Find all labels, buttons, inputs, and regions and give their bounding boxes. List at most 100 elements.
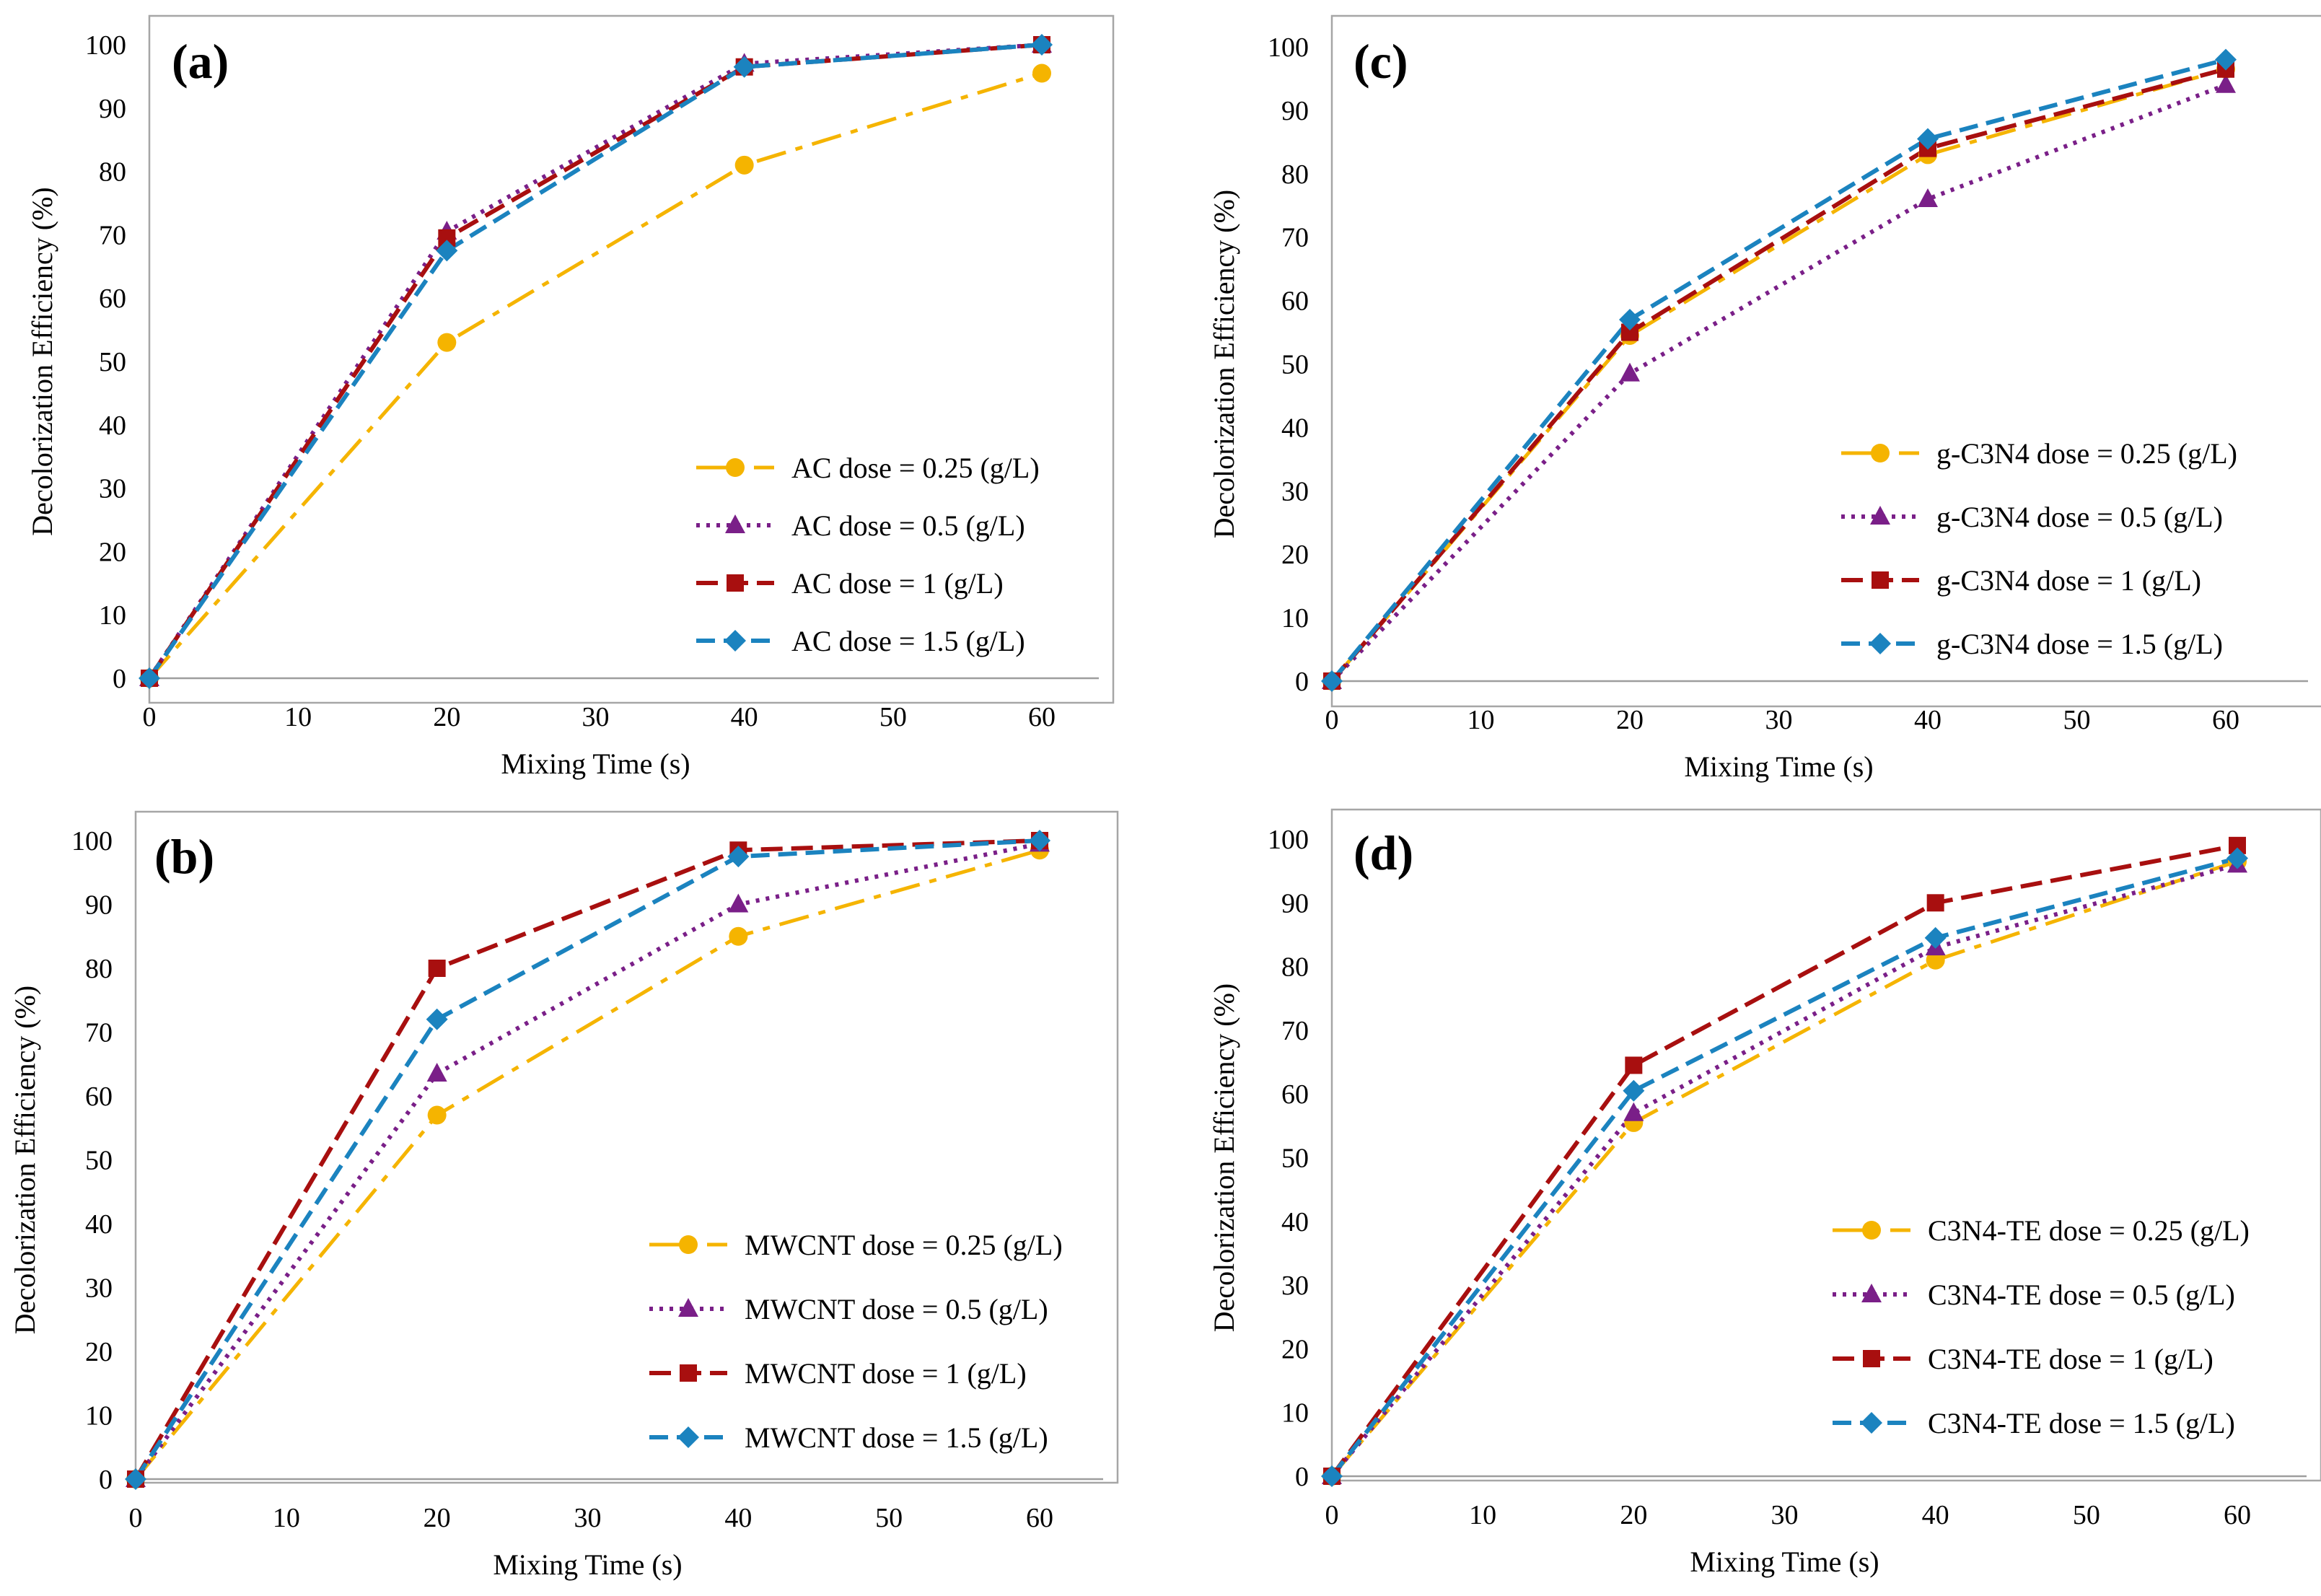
y-tick-label: 100 <box>1268 32 1309 63</box>
legend-entry-label: AC dose = 0.5 (g/L) <box>791 509 1025 542</box>
y-tick-label: 50 <box>1281 1144 1309 1174</box>
series-line <box>133 838 1040 1481</box>
data-point-marker <box>1032 63 1051 83</box>
y-tick-label: 20 <box>1281 1334 1309 1364</box>
series-line <box>147 43 1043 680</box>
legend-marker <box>1861 1284 1882 1302</box>
x-axis-title: Mixing Time (s) <box>1690 1545 1879 1578</box>
data-point-marker <box>1926 950 1945 970</box>
data-point-marker <box>734 155 754 175</box>
legend-entry-label: AC dose = 0.25 (g/L) <box>791 452 1040 484</box>
x-tick-label: 30 <box>574 1503 602 1533</box>
data-point-marker <box>733 56 755 78</box>
legend-entry-label: AC dose = 1 (g/L) <box>791 567 1004 600</box>
data-point-marker <box>2216 74 2236 93</box>
panel-label: (c) <box>1353 34 1408 89</box>
x-tick-label: 10 <box>284 702 312 732</box>
y-tick-label: 50 <box>1281 350 1309 380</box>
y-tick-label: 60 <box>85 1082 113 1112</box>
legend-entry-label: AC dose = 1.5 (g/L) <box>791 625 1025 657</box>
legend-marker <box>680 1364 697 1382</box>
x-tick-label: 0 <box>129 1503 143 1533</box>
series-line <box>1330 57 2226 683</box>
legend-marker <box>679 1235 698 1254</box>
panel-label: (b) <box>154 829 214 884</box>
y-tick-label: 50 <box>85 1146 113 1176</box>
panel-label: (a) <box>172 34 229 89</box>
y-tick-label: 30 <box>1281 1271 1309 1301</box>
legend-entry-label: C3N4-TE dose = 1.5 (g/L) <box>1928 1407 2235 1439</box>
legend-entry-label: g-C3N4 dose = 0.25 (g/L) <box>1936 437 2237 470</box>
legend-entry-label: C3N4-TE dose = 1 (g/L) <box>1928 1343 2213 1375</box>
data-point-marker <box>1321 670 1343 692</box>
chart-panel-a: 0 10 20 30 40 50 60 70 80 90 100 0 10 20 30 40 50 60 Mixin… <box>26 14 1115 780</box>
data-point-marker <box>437 333 457 352</box>
series-line <box>1330 859 2238 1478</box>
legend-marker <box>1862 1221 1881 1240</box>
data-point-marker <box>2215 48 2237 71</box>
y-tick-label: 80 <box>99 157 126 188</box>
y-tick-label: 90 <box>99 94 126 124</box>
series-line <box>133 841 1040 1481</box>
legend-marker <box>677 1426 699 1448</box>
data-point-marker <box>1619 308 1641 330</box>
y-tick-label: 80 <box>85 954 113 984</box>
series-line <box>1330 66 2226 683</box>
x-tick-label: 50 <box>2073 1500 2100 1530</box>
series-line <box>1330 856 2238 1478</box>
legend-marker <box>1871 444 1890 462</box>
y-tick-label: 10 <box>1281 603 1309 633</box>
data-point-marker <box>427 1105 447 1125</box>
y-tick-label: 40 <box>85 1209 113 1240</box>
data-point-marker <box>1321 1465 1343 1487</box>
x-tick-label: 10 <box>273 1503 300 1533</box>
y-tick-label: 100 <box>1268 825 1309 855</box>
plot-area-frame <box>1330 808 2321 1482</box>
legend-entry-label: g-C3N4 dose = 1.5 (g/L) <box>1936 628 2223 660</box>
legend-entry-label: C3N4-TE dose = 0.5 (g/L) <box>1928 1279 2235 1311</box>
y-tick-label: 60 <box>99 284 126 314</box>
data-point-marker <box>1620 362 1640 382</box>
x-tick-label: 20 <box>1620 1500 1647 1530</box>
legend-marker <box>725 514 745 533</box>
x-tick-label: 0 <box>143 702 157 732</box>
x-tick-label: 10 <box>1469 1500 1496 1530</box>
legend-marker <box>724 630 746 652</box>
data-point-marker <box>436 240 458 262</box>
y-axis-title: Decolorization Efficiency (%) <box>9 986 41 1334</box>
x-tick-label: 40 <box>724 1503 752 1533</box>
data-point-marker <box>1029 830 1050 851</box>
y-tick-label: 100 <box>85 30 126 61</box>
legend-marker <box>1861 1412 1882 1434</box>
y-tick-label: 40 <box>1281 413 1309 443</box>
data-point-marker <box>426 1063 447 1082</box>
data-point-marker <box>727 846 750 868</box>
x-tick-label: 20 <box>433 702 460 732</box>
x-tick-label: 40 <box>1914 705 1942 735</box>
x-tick-label: 60 <box>2212 705 2239 735</box>
y-tick-label: 70 <box>1281 1016 1309 1046</box>
y-tick-label: 10 <box>1281 1398 1309 1429</box>
y-tick-label: 30 <box>1281 476 1309 507</box>
y-axis-title: Decolorization Efficiency (%) <box>1208 983 1240 1332</box>
x-tick-label: 30 <box>1771 1500 1799 1530</box>
y-tick-label: 40 <box>99 411 126 441</box>
y-axis-title: Decolorization Efficiency (%) <box>1208 190 1240 538</box>
x-axis-title: Mixing Time (s) <box>1684 750 1873 783</box>
y-tick-label: 60 <box>1281 1079 1309 1110</box>
y-tick-label: 20 <box>99 537 126 567</box>
data-point-marker <box>426 1008 448 1030</box>
y-tick-label: 20 <box>85 1337 113 1367</box>
series-line <box>1330 843 2238 1478</box>
x-tick-label: 50 <box>875 1503 903 1533</box>
y-tick-label: 20 <box>1281 540 1309 570</box>
legend-marker <box>727 574 744 592</box>
x-tick-label: 50 <box>879 702 907 732</box>
legend-entry-label: C3N4-TE dose = 0.25 (g/L) <box>1928 1214 2250 1247</box>
legend-entry-label: MWCNT dose = 0.5 (g/L) <box>745 1293 1048 1325</box>
legend-marker <box>1869 633 1891 654</box>
y-tick-label: 80 <box>1281 952 1309 983</box>
data-point-marker <box>1924 926 1947 949</box>
series-line <box>148 71 1043 680</box>
panel-label: (d) <box>1353 825 1413 880</box>
